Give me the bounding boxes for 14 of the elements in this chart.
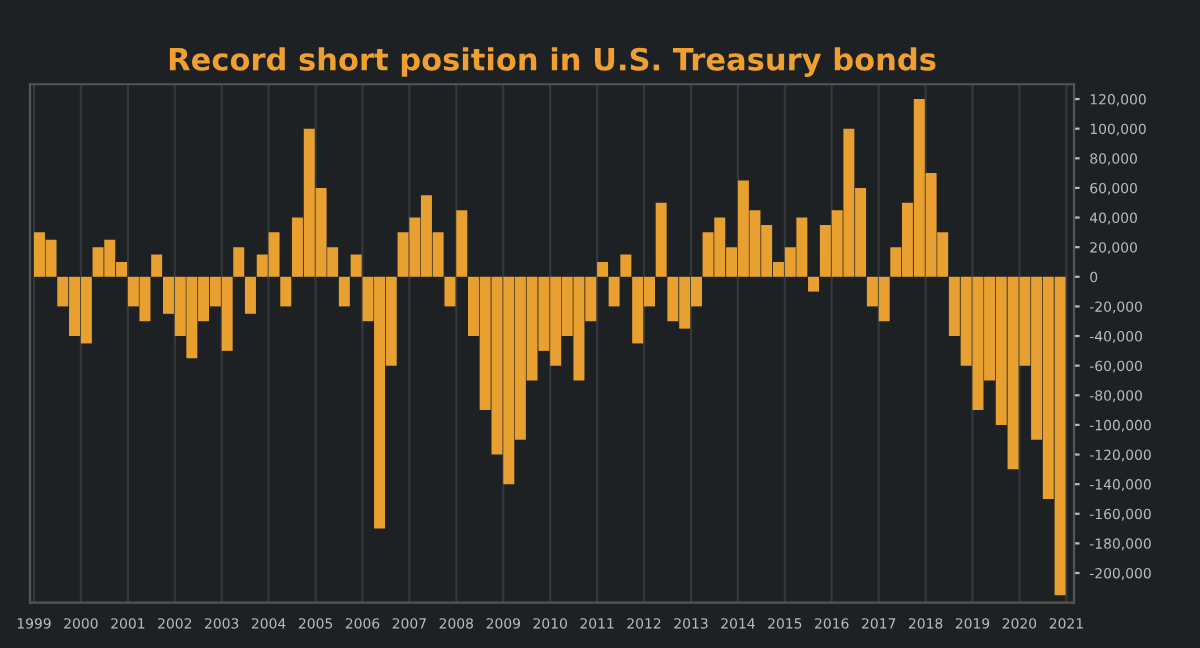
bar bbox=[244, 276, 256, 314]
bar bbox=[620, 254, 632, 277]
bar bbox=[597, 261, 609, 277]
bar bbox=[151, 254, 163, 277]
bar bbox=[655, 202, 667, 277]
bar bbox=[608, 276, 620, 307]
bar bbox=[350, 254, 362, 277]
bar bbox=[456, 210, 468, 277]
bar bbox=[338, 276, 350, 307]
bar bbox=[808, 276, 820, 292]
chart-title: Record short position in U.S. Treasury bonds bbox=[169, 47, 936, 77]
bar bbox=[280, 276, 292, 307]
bar bbox=[444, 276, 456, 307]
bar bbox=[233, 247, 245, 277]
